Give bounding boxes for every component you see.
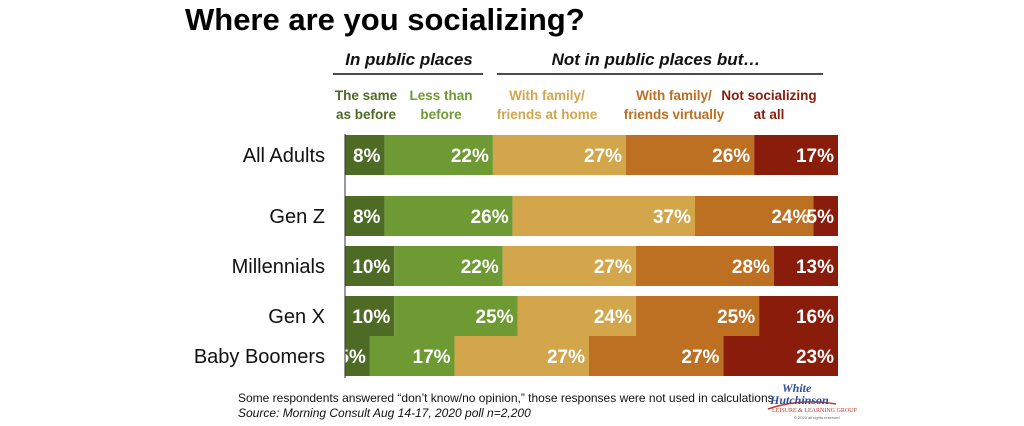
category-label: Gen Z xyxy=(269,206,325,228)
group-header-public: In public places xyxy=(345,50,473,69)
data-label: 26% xyxy=(471,207,509,228)
data-label: 25% xyxy=(476,307,514,328)
data-label: 24% xyxy=(771,207,809,228)
legend-label: Less than xyxy=(409,88,472,103)
bar-segment xyxy=(345,246,395,286)
bar-segment xyxy=(492,135,627,175)
bar-segment xyxy=(754,135,838,175)
bar-segment xyxy=(635,246,774,286)
logo-line-3: LEISURE & LEARNING GROUP xyxy=(772,408,857,414)
legend-entry: The same as before xyxy=(335,88,398,122)
legend-entry: Less than before xyxy=(409,88,472,122)
bar-segment xyxy=(813,196,838,236)
source-note: Source: Morning Consult Aug 14-17, 2020 … xyxy=(238,406,531,420)
bar-segment xyxy=(394,296,518,336)
category-label: Gen X xyxy=(268,306,325,328)
bar-segment xyxy=(502,246,636,286)
bar-segment xyxy=(759,296,838,336)
bar-segment xyxy=(773,246,838,286)
data-label: 10% xyxy=(352,257,390,278)
data-label: 27% xyxy=(681,347,719,368)
legend: The same as before Less than before With fam… xyxy=(335,88,817,122)
data-label: 17% xyxy=(796,146,834,167)
bar-row: All Adults 8% 22% 27% 26% 17% xyxy=(243,135,838,175)
bar-segment xyxy=(626,135,755,175)
data-label: 16% xyxy=(796,307,834,328)
legend-label: The same xyxy=(335,88,398,103)
legend-label: as before xyxy=(336,107,397,122)
data-label: 37% xyxy=(653,207,691,228)
bar-segment xyxy=(695,196,814,236)
data-label: 17% xyxy=(413,347,451,368)
white-hutchinson-logo: White Hutchinson LEISURE & LEARNING GROU… xyxy=(767,381,857,420)
chart-title: Where are you socializing? xyxy=(185,2,585,37)
plot-rows: All Adults 8% 22% 27% 26% 17% Gen Z 8% 26% 37% 24%… xyxy=(194,135,838,376)
legend-entry: With family/friends at home xyxy=(497,88,598,122)
bar-segment xyxy=(384,135,493,175)
data-label: 13% xyxy=(796,257,834,278)
category-label: Millennials xyxy=(232,256,325,278)
bar-segment xyxy=(369,336,455,376)
category-label: All Adults xyxy=(243,145,325,167)
bar-row: Baby Boomers 5% 17% 27% 27% 23% xyxy=(194,336,838,376)
legend-label: Not socializing xyxy=(721,88,816,103)
bar-segment xyxy=(345,135,385,175)
data-label: 24% xyxy=(594,307,632,328)
bar-row: Millennials 10% 22% 27% 28% 13% xyxy=(232,246,838,286)
data-label: 25% xyxy=(717,307,755,328)
bar-segment xyxy=(384,196,513,236)
legend-label: at all xyxy=(754,107,785,122)
data-label: 8% xyxy=(353,146,381,167)
bar-segment xyxy=(589,336,724,376)
legend-entry: With family/friends virtually xyxy=(624,88,725,122)
data-label: 28% xyxy=(732,257,770,278)
footnote: Some respondents answered “don’t know/no… xyxy=(238,391,774,405)
bar-segment xyxy=(723,336,838,376)
bar-segment xyxy=(635,296,760,336)
logo-line-2: Hutchinson xyxy=(769,393,829,407)
data-label: 5% xyxy=(807,207,835,228)
data-label: 27% xyxy=(547,347,585,368)
bar-segment xyxy=(517,296,636,336)
logo-line-1: White xyxy=(782,381,812,395)
legend-label: With family/ xyxy=(636,88,712,103)
data-label: 27% xyxy=(594,257,632,278)
bar-row: Gen X 10% 25% 24% 25% 16% xyxy=(268,296,838,336)
legend-entry: Not socializing at all xyxy=(721,88,816,122)
legend-label: With family/ xyxy=(509,88,585,103)
data-label: 23% xyxy=(796,347,834,368)
legend-label: friends at home xyxy=(497,107,598,122)
legend-label: before xyxy=(420,107,462,122)
bar-segment xyxy=(345,196,385,236)
bar-row: Gen Z 8% 26% 37% 24%5% xyxy=(269,196,838,236)
logo-line-4: © 2020 all rights reserved xyxy=(794,415,840,420)
data-label: 22% xyxy=(461,257,499,278)
legend-label: friends virtually xyxy=(624,107,725,122)
bar-segment xyxy=(394,246,503,286)
data-label: 5% xyxy=(338,347,366,368)
group-header-not-public: Not in public places but… xyxy=(552,50,761,69)
bar-segment xyxy=(345,296,395,336)
data-label: 22% xyxy=(451,146,489,167)
bar-segment xyxy=(454,336,590,376)
data-label: 27% xyxy=(584,146,622,167)
data-label: 8% xyxy=(353,207,381,228)
logo-swoosh-icon xyxy=(767,401,837,410)
bar-segment xyxy=(345,336,370,376)
data-label: 10% xyxy=(352,307,390,328)
bar-segment xyxy=(512,196,696,236)
data-label: 26% xyxy=(712,146,750,167)
category-label: Baby Boomers xyxy=(194,346,325,368)
